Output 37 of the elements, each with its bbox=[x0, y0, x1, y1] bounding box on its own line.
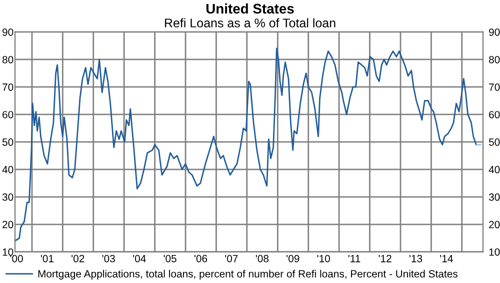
x-tick-label: '05 bbox=[164, 254, 176, 262]
x-tick-label: '01 bbox=[40, 254, 54, 262]
x-tick-label: '00 bbox=[10, 254, 23, 262]
x-tick-label: '06 bbox=[194, 254, 208, 262]
chart-subtitle: Refi Loans as a % of Total loan bbox=[164, 18, 336, 28]
chart-title: United States bbox=[206, 3, 294, 14]
x-tick-label: '12 bbox=[378, 254, 392, 262]
y2-tick-label: 50 bbox=[488, 138, 500, 146]
y-tick-label: 20 bbox=[2, 220, 14, 228]
x-tick-label: '03 bbox=[102, 254, 115, 262]
y-tick-label: 70 bbox=[2, 83, 14, 91]
y-tick-label: 30 bbox=[2, 193, 14, 201]
y2-tick-label: 80 bbox=[489, 56, 500, 64]
x-tick-label: '13 bbox=[409, 254, 422, 262]
y2-tick-label: 30 bbox=[488, 193, 500, 201]
x-tick-label: '02 bbox=[72, 254, 84, 262]
x-tick-label: '14 bbox=[440, 255, 453, 262]
y-tick-label: 40 bbox=[2, 166, 14, 174]
y-tick-label: 60 bbox=[2, 110, 14, 118]
y-tick-label: 80 bbox=[2, 56, 14, 64]
y2-tick-label: 20 bbox=[489, 220, 500, 228]
y2-tick-label: 40 bbox=[488, 166, 500, 174]
y-tick-label: 50 bbox=[2, 138, 14, 146]
x-tick-label: '08 bbox=[256, 254, 269, 262]
y2-tick-label: 10 bbox=[489, 248, 500, 256]
y2-tick-label: 70 bbox=[489, 83, 500, 91]
x-tick-label: '07 bbox=[225, 254, 238, 262]
line-series bbox=[15, 48, 477, 242]
x-tick-label: '09 bbox=[286, 254, 300, 262]
y-tick-label: 10 bbox=[2, 248, 14, 256]
y2-tick-label: 90 bbox=[489, 28, 500, 36]
x-tick-label: '11 bbox=[348, 255, 360, 262]
x-tick-label: '10 bbox=[317, 254, 330, 262]
y2-tick-label: 60 bbox=[489, 110, 500, 118]
x-tick-label: '04 bbox=[133, 254, 146, 262]
legend-label: Mortgage Applications, total loans, percent of number of Refi loans, Percent - United States bbox=[38, 270, 458, 280]
y-tick-label: 90 bbox=[2, 28, 14, 36]
